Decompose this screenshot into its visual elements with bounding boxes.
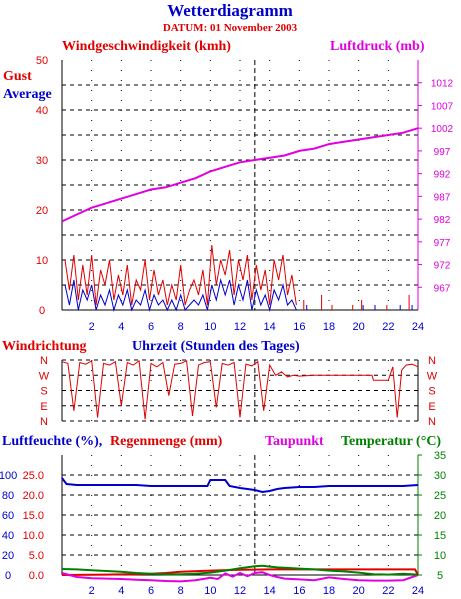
date-label: DATUM: 01 November 2003: [163, 22, 298, 34]
direction-tick-right: E: [428, 401, 435, 413]
direction-tick-left: W: [39, 370, 50, 382]
temperature-tick-label: 30: [434, 470, 446, 482]
wind-direction-series: [61, 359, 419, 420]
y-tick-label: 0: [39, 305, 45, 317]
dewpoint-title: Taupunkt: [265, 434, 324, 449]
x-tick-label: 12: [234, 321, 246, 333]
rain-tick-label: 20.0: [23, 490, 44, 502]
rain-tick-label: 0.0: [29, 570, 44, 582]
legend-gust: Gust: [3, 69, 32, 84]
y-right-tick-label: 1002: [431, 124, 454, 135]
pressure-title: Luftdruck (mb): [330, 39, 425, 54]
page-title: Wetterdiagramm: [167, 1, 293, 20]
time-axis-title: Uhrzeit (Stunden des Tages): [132, 339, 300, 354]
y-right-tick-label: 987: [434, 192, 451, 203]
rain-tick-label: 10.0: [23, 530, 44, 542]
y-right-tick-label: 972: [434, 261, 451, 272]
rain-title: Regenmenge (mm): [110, 434, 223, 449]
y-right-tick-label: 1012: [431, 79, 454, 90]
y-tick-label: 40: [36, 105, 48, 117]
x-tick-label: 8: [178, 585, 184, 597]
legend-average: Average: [3, 87, 52, 102]
rain-tick-label: 25.0: [23, 470, 44, 482]
x-tick-label: 6: [148, 321, 154, 333]
direction-tick-right: W: [427, 370, 438, 382]
y-right-tick-label: 1007: [431, 101, 454, 112]
temperature-title: Temperatur (°C): [341, 434, 441, 449]
humidity-tick-label: 0: [5, 570, 11, 582]
humidity-tick-label: 60: [2, 510, 14, 522]
x-tick-label: 12: [234, 585, 246, 597]
y-tick-label: 30: [36, 155, 48, 167]
wind-speed-title: Windgeschwindigkeit (kmh): [62, 39, 231, 54]
direction-tick-right: S: [428, 386, 435, 398]
x-tick-label: 16: [293, 585, 305, 597]
x-tick-label: 14: [264, 585, 276, 597]
x-tick-label: 24: [412, 321, 424, 333]
x-tick-label: 10: [204, 585, 216, 597]
temperature-tick-label: 20: [434, 510, 446, 522]
x-tick-label: 8: [178, 321, 184, 333]
temperature-tick-label: 5: [437, 570, 443, 582]
gust-series: [64, 244, 297, 306]
direction-tick-right: N: [428, 355, 436, 367]
x-tick-label: 24: [412, 585, 424, 597]
dewpoint-series: [61, 571, 419, 583]
x-tick-label: 18: [323, 585, 335, 597]
wind-direction-title: Windrichtung: [2, 339, 87, 354]
y-right-tick-label: 997: [434, 147, 451, 158]
rain-tick-label: 5.0: [29, 550, 44, 562]
y-right-tick-label: 992: [434, 170, 451, 181]
y-right-tick-label: 982: [434, 215, 451, 226]
temperature-tick-label: 25: [434, 490, 446, 502]
temperature-tick-label: 35: [434, 450, 446, 462]
temperature-tick-label: 10: [434, 550, 446, 562]
y-tick-label: 50: [36, 55, 48, 67]
humidity-tick-label: 20: [2, 550, 14, 562]
x-tick-label: 18: [323, 321, 335, 333]
x-tick-label: 20: [353, 585, 365, 597]
average-series: [64, 278, 297, 312]
y-right-tick-label: 967: [434, 283, 451, 294]
y-tick-label: 10: [36, 255, 48, 267]
humidity-series: [61, 477, 419, 494]
direction-tick-right: N: [428, 416, 436, 428]
temperature-series: [61, 564, 419, 576]
y-right-tick-label: 977: [434, 238, 451, 249]
x-tick-label: 14: [264, 321, 276, 333]
temperature-tick-label: 15: [434, 530, 446, 542]
humidity-title: Luftfeuchte (%),: [2, 434, 102, 449]
humidity-tick-label: 80: [2, 490, 14, 502]
x-tick-label: 10: [204, 321, 216, 333]
rain-tick-label: 15.0: [23, 510, 44, 522]
x-tick-label: 16: [293, 321, 305, 333]
x-tick-label: 4: [118, 585, 124, 597]
x-tick-label: 6: [148, 585, 154, 597]
y-tick-label: 20: [36, 205, 48, 217]
x-tick-label: 20: [353, 321, 365, 333]
x-tick-label: 4: [118, 321, 124, 333]
x-tick-label: 2: [89, 585, 95, 597]
x-tick-label: 22: [382, 321, 394, 333]
direction-tick-left: N: [40, 355, 48, 367]
x-tick-label: 22: [382, 585, 394, 597]
humidity-tick-label: 40: [2, 530, 14, 542]
x-tick-label: 2: [89, 321, 95, 333]
direction-tick-left: N: [40, 416, 48, 428]
pressure-series: [61, 127, 419, 223]
direction-tick-left: E: [40, 401, 47, 413]
direction-tick-left: S: [40, 386, 47, 398]
humidity-tick-label: 100: [0, 470, 17, 482]
